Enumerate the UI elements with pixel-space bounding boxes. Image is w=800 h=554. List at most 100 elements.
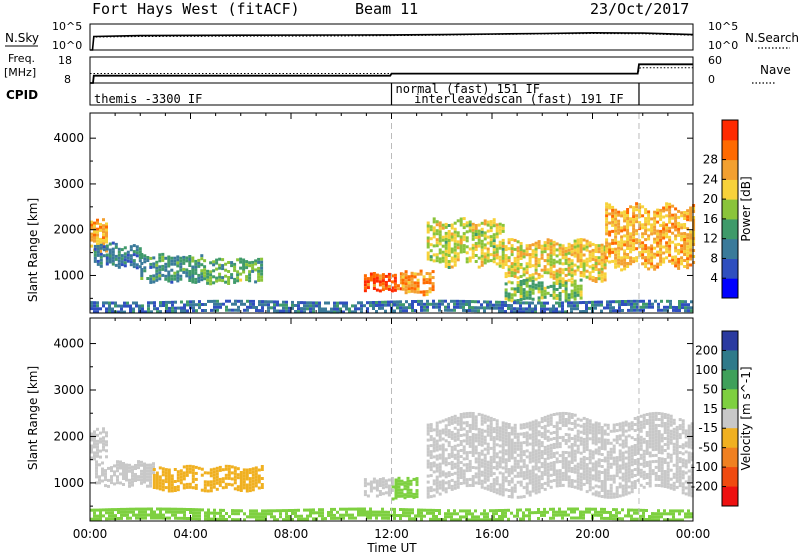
- power-echo-cell: [117, 304, 120, 308]
- velocity-echo-cell: [495, 491, 499, 495]
- velocity-echo-cell: [174, 516, 177, 520]
- velocity-echo-cell: [141, 507, 144, 511]
- velocity-echo-cell: [657, 457, 661, 460]
- power-echo-cell: [161, 267, 165, 271]
- power-echo-cell: [537, 299, 541, 303]
- velocity-echo-cell: [555, 427, 559, 431]
- velocity-echo-cell: [245, 477, 249, 481]
- power-echo-cell: [665, 208, 669, 212]
- power-echo-cell: [626, 244, 630, 247]
- power-echo-cell: [686, 212, 690, 216]
- velocity-echo-cell: [579, 466, 583, 470]
- power-echo-cell: [540, 281, 544, 285]
- velocity-echo-cell: [612, 426, 616, 430]
- power-echo-cell: [567, 248, 571, 252]
- power-echo-cell: [650, 253, 654, 257]
- power-echo-cell: [450, 226, 454, 230]
- velocity-echo-cell: [486, 460, 490, 464]
- velocity-echo-cell: [591, 465, 595, 469]
- power-echo-cell: [129, 304, 132, 308]
- velocity-echo-cell: [119, 463, 122, 467]
- velocity-echo-cell: [639, 453, 643, 457]
- velocity-echo-cell: [639, 441, 643, 445]
- power-echo-cell: [608, 254, 612, 258]
- power-echo-cell: [552, 273, 556, 277]
- power-echo-cell: [629, 205, 633, 209]
- power-echo-cell: [480, 245, 484, 249]
- velocity-echo-cell: [417, 511, 420, 515]
- velocity-echo-cell: [552, 443, 556, 446]
- power-echo-cell: [410, 286, 414, 290]
- velocity-echo-cell: [522, 423, 526, 427]
- velocity-echo-cell: [657, 424, 661, 427]
- velocity-echo-cell: [477, 515, 480, 519]
- velocity-echo-cell: [152, 474, 156, 477]
- velocity-echo-cell: [471, 512, 474, 516]
- power-echo-cell: [480, 248, 484, 252]
- velocity-echo-cell: [555, 484, 559, 488]
- power-echo-cell: [221, 264, 225, 268]
- velocity-echo-cell: [206, 471, 210, 475]
- velocity-echo-cell: [432, 508, 435, 512]
- velocity-echo-cell: [648, 515, 651, 518]
- velocity-echo-cell: [248, 480, 252, 484]
- velocity-echo-cell: [176, 479, 180, 483]
- velocity-echo-cell: [519, 465, 523, 469]
- power-echo-cell: [537, 284, 541, 288]
- power-echo-cell: [339, 307, 342, 311]
- power-echo-cell: [393, 279, 397, 283]
- velocity-echo-cell: [624, 423, 628, 427]
- velocity-echo-cell: [122, 462, 125, 465]
- velocity-echo-cell: [573, 452, 577, 456]
- power-echo-cell: [558, 285, 562, 289]
- power-echo-cell: [615, 300, 618, 304]
- power-echo-cell: [668, 259, 672, 263]
- power-echo-cell: [662, 206, 666, 210]
- velocity-echo-cell: [510, 471, 514, 475]
- power-echo-cell: [549, 272, 553, 276]
- power-echo-cell: [132, 253, 136, 257]
- power-echo-cell: [591, 251, 595, 255]
- velocity-echo-cell: [606, 459, 610, 463]
- velocity-echo-cell: [525, 422, 529, 426]
- velocity-echo-cell: [390, 480, 394, 483]
- power-echo-cell: [372, 301, 375, 304]
- velocity-echo-cell: [651, 412, 655, 416]
- velocity-echo-cell: [221, 486, 225, 490]
- power-echo-cell: [411, 303, 414, 306]
- velocity-echo-cell: [215, 469, 219, 473]
- velocity-echo-cell: [396, 514, 399, 517]
- power-echo-cell: [483, 243, 487, 247]
- velocity-echo-cell: [321, 508, 324, 512]
- power-echo-cell: [558, 246, 562, 250]
- power-echo-cell: [597, 256, 601, 260]
- velocity-echo-cell: [558, 469, 562, 473]
- power-echo-cell: [692, 255, 696, 258]
- power-echo-cell: [504, 294, 508, 298]
- velocity-echo-cell: [459, 425, 463, 428]
- power-echo-cell: [689, 257, 693, 261]
- power-echo-cell: [582, 262, 586, 266]
- power-echo-cell: [686, 251, 690, 255]
- velocity-echo-cell: [549, 473, 553, 477]
- velocity-echo-cell: [525, 514, 528, 518]
- velocity-echo-cell: [609, 495, 613, 499]
- power-echo-cell: [321, 310, 324, 314]
- velocity-echo-cell: [128, 478, 131, 482]
- velocity-echo-cell: [603, 429, 607, 433]
- velocity-echo-cell: [576, 465, 580, 469]
- velocity-echo-cell: [678, 466, 682, 470]
- power-echo-cell: [408, 303, 411, 307]
- power-echo-cell: [582, 244, 586, 248]
- velocity-echo-cell: [594, 439, 598, 443]
- velocity-echo-cell: [119, 472, 122, 476]
- power-echo-cell: [480, 239, 484, 243]
- velocity-echo-cell: [203, 480, 207, 484]
- velocity-echo-cell: [137, 475, 140, 479]
- velocity-echo-cell: [597, 449, 601, 453]
- velocity-echo-cell: [387, 490, 391, 494]
- velocity-echo-cell: [161, 470, 165, 474]
- velocity-echo-cell: [603, 441, 607, 445]
- velocity-echo-cell: [107, 484, 110, 488]
- power-echo-cell: [677, 221, 681, 225]
